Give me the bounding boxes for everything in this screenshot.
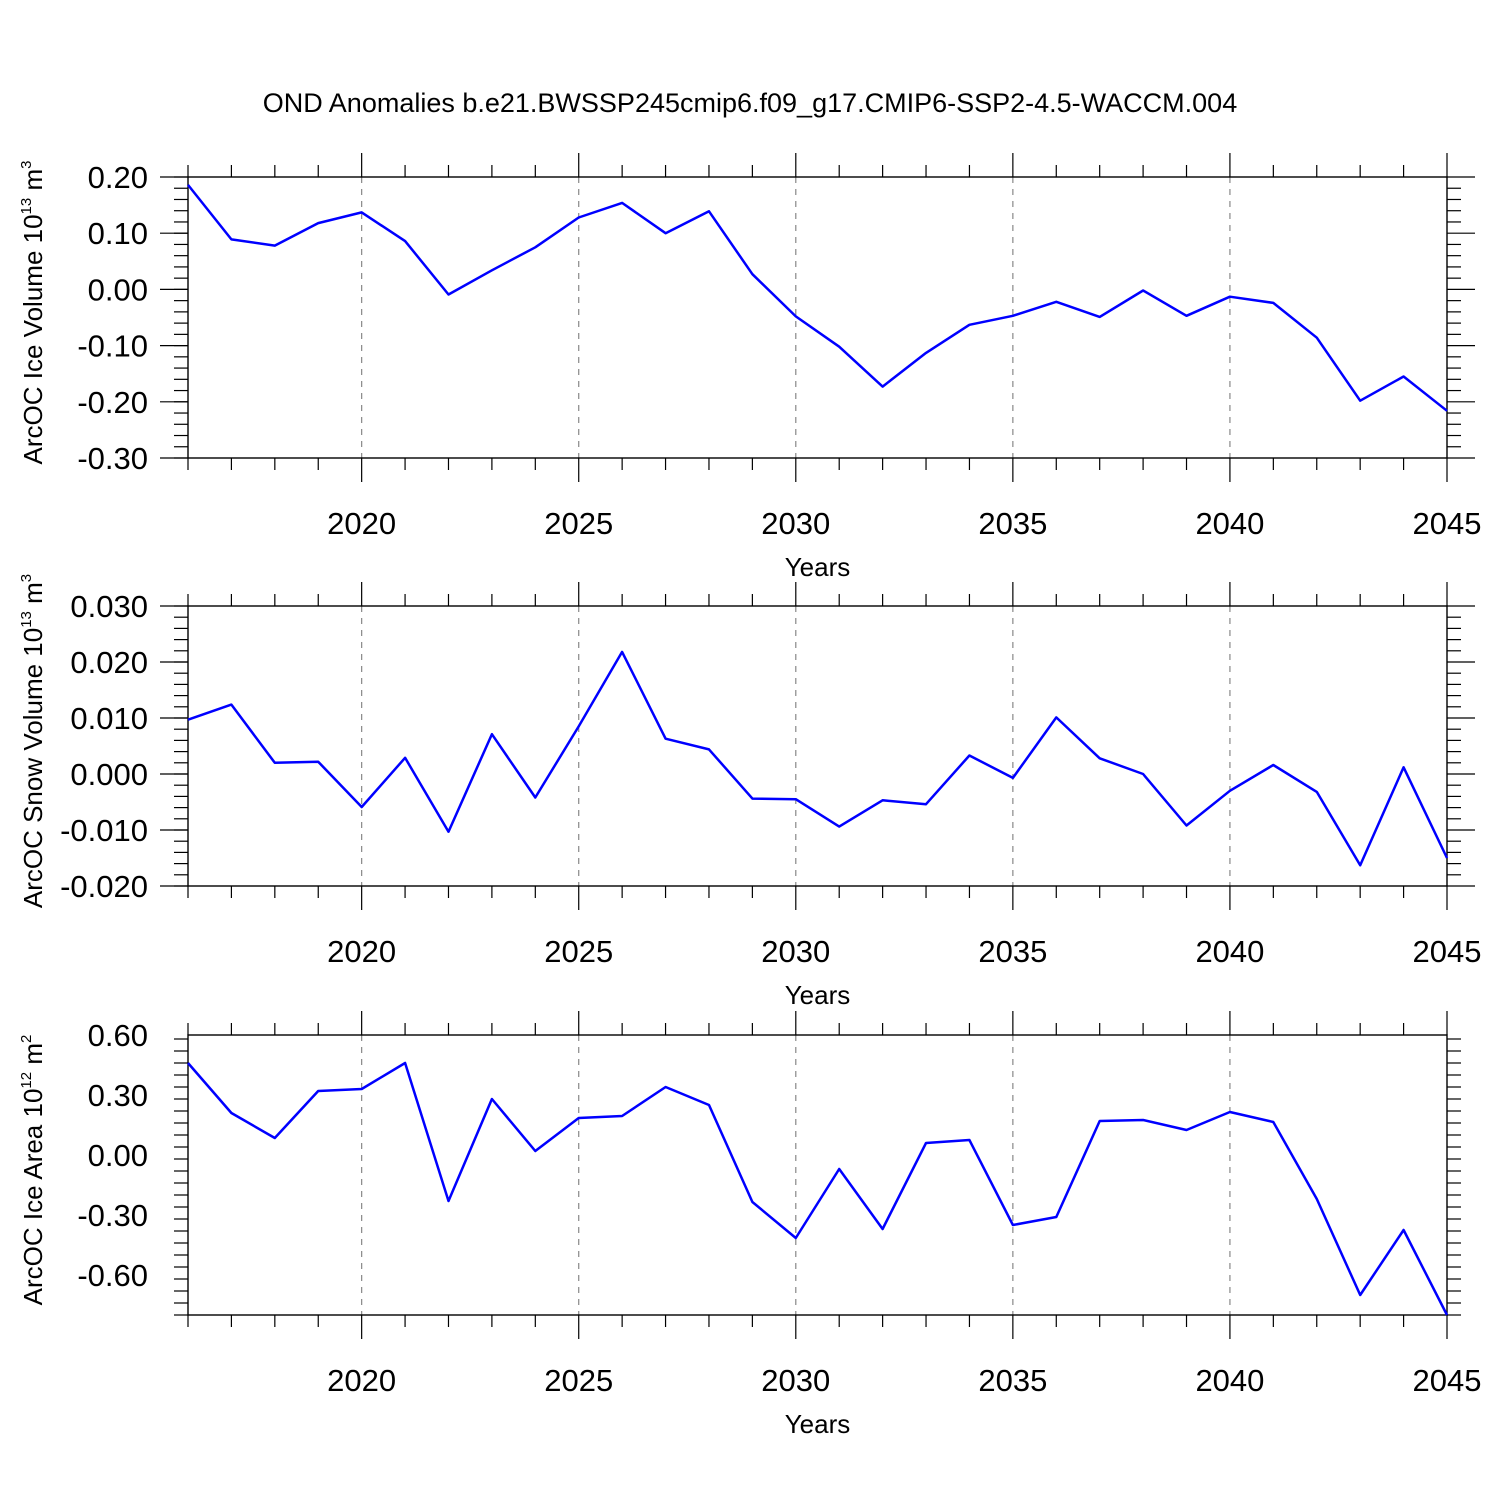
x-tick-label: 2020 [327,506,396,541]
y-tick-label: 0.00 [88,1138,148,1173]
y-axis-label: ArcOC Ice Area 1012 m2 [18,1035,48,1306]
y-tick-label: 0.30 [88,1078,148,1113]
plot-frame [187,1034,1448,1316]
series-line [187,650,1449,867]
x-axis-label: Years [785,980,851,1010]
y-tick-label: -0.020 [60,869,148,904]
y-tick-label: -0.30 [77,441,148,476]
x-tick-label: 2045 [1413,934,1482,969]
panel-3: 0.60 0.30 0.00 -0.30 -0.60 2020 2025 2030 2035 20… [18,1011,1481,1439]
y-tick-label: -0.20 [77,385,148,420]
y-tick-label: -0.10 [77,329,148,364]
x-tick-label: 2035 [978,934,1047,969]
series-line [187,184,1448,412]
x-tick-label: 2020 [327,1363,396,1398]
y-tick-label: 0.010 [70,701,148,736]
y-tick-label: 0.20 [88,160,148,195]
x-tick-label: 2025 [544,1363,613,1398]
x-tick-label: 2040 [1195,506,1264,541]
x-tick-label: 2040 [1195,1363,1264,1398]
x-tick-label: 2025 [544,506,613,541]
x-tick-label: 2040 [1195,934,1264,969]
y-tick-label: 0.020 [70,645,148,680]
chart-title: OND Anomalies b.e21.BWSSP245cmip6.f09_g1… [263,88,1237,118]
panel-1: 0.20 0.10 0.00 -0.10 -0.20 -0.30 2020 2025 2030 2… [18,153,1481,582]
y-axis-label: ArcOC Ice Volume 1013 m3 [18,161,48,465]
x-tick-label: 2025 [544,934,613,969]
y-axis-label: ArcOC Snow Volume 1013 m3 [18,574,48,908]
plot-frame [187,605,1448,887]
x-tick-label: 2030 [761,934,830,969]
panel-2: 0.030 0.020 0.010 0.000 -0.010 -0.020 2020 2025… [18,574,1481,1010]
x-tick-label: 2030 [761,506,830,541]
x-axis-label: Years [785,1409,851,1439]
y-tick-label: 0.60 [88,1018,148,1053]
x-tick-label: 2045 [1413,506,1482,541]
y-tick-label: 0.000 [70,757,148,792]
panels: 0.20 0.10 0.00 -0.10 -0.20 -0.30 2020 2025 2030 2… [18,153,1481,1439]
x-tick-label: 2030 [761,1363,830,1398]
y-tick-label: 0.00 [88,272,148,307]
x-axis-label: Years [785,552,851,582]
x-tick-label: 2020 [327,934,396,969]
y-tick-label: -0.60 [77,1258,148,1293]
x-tick-label: 2035 [978,506,1047,541]
x-tick-label: 2035 [978,1363,1047,1398]
y-tick-label: 0.10 [88,216,148,251]
series-line [187,1061,1449,1316]
y-tick-label: -0.30 [77,1198,148,1233]
y-tick-label: -0.010 [60,813,148,848]
y-tick-label: 0.030 [70,589,148,624]
plot-frame [187,176,1448,459]
x-tick-label: 2045 [1413,1363,1482,1398]
